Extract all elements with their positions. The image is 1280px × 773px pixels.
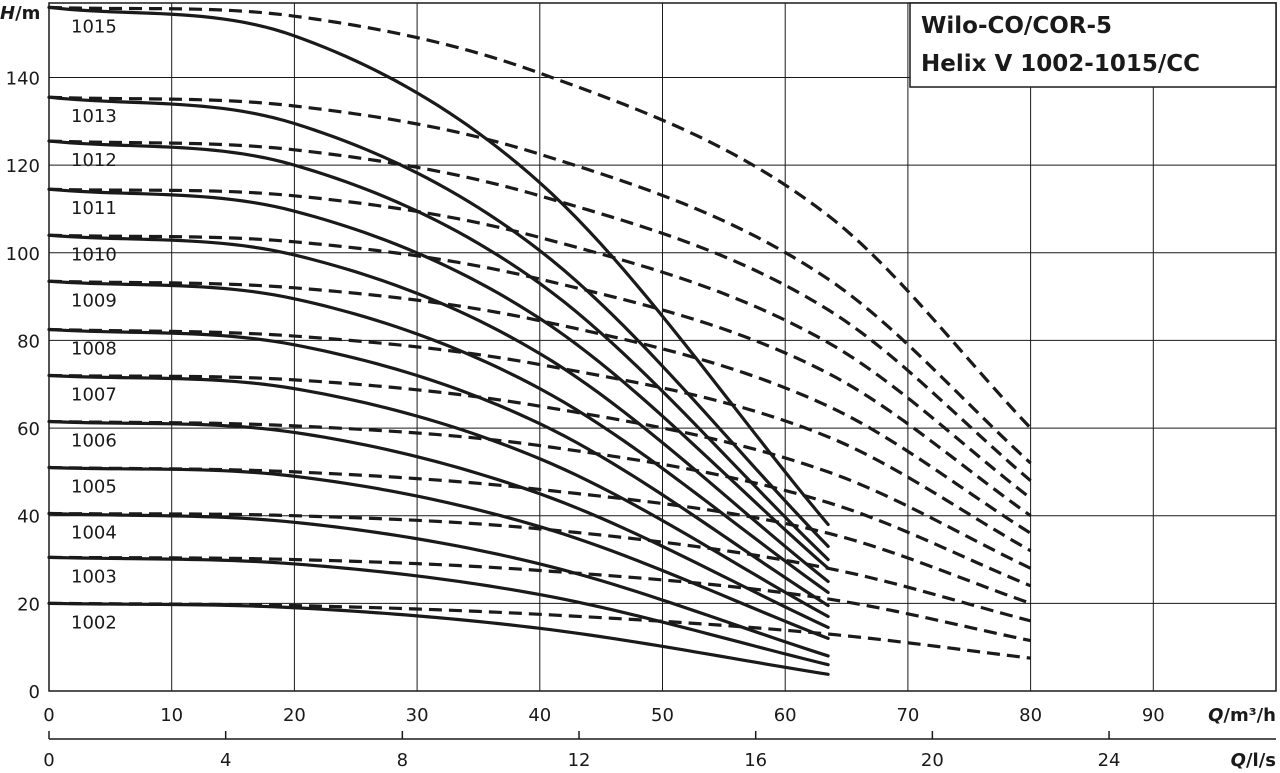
x-axis-title-var: Q — [1208, 705, 1223, 726]
y-tick-140: 140 — [6, 68, 40, 89]
title-box — [909, 2, 1277, 88]
curve-label-1007: 1007 — [71, 384, 117, 405]
x-tick-80: 80 — [1019, 705, 1042, 726]
curve-1004-solid — [47, 511, 830, 658]
x-tick-20: 20 — [283, 705, 306, 726]
curve-label-1015: 1015 — [71, 16, 117, 37]
x2-tick-4: 4 — [220, 750, 231, 771]
x2-tick-24: 24 — [1098, 750, 1121, 771]
x2-axis-title-var: Q — [1231, 750, 1246, 771]
y-tick-40: 40 — [17, 507, 40, 528]
x-tick-90: 90 — [1142, 705, 1165, 726]
x-tick-60: 60 — [774, 705, 797, 726]
curve-label-1006: 1006 — [71, 430, 117, 451]
x-axis-title: Q/m³/h — [1208, 705, 1276, 726]
secondary-x-axis-ticks — [48, 731, 1110, 739]
curve-1012-solid — [47, 139, 830, 562]
x-tick-40: 40 — [528, 705, 551, 726]
chart-title-line-2: Helix V 1002-1015/CC — [921, 51, 1200, 77]
y-axis-title: H/m — [0, 3, 40, 24]
y-tick-20: 20 — [17, 594, 40, 615]
curve-1015-dashed — [48, 5, 1032, 430]
curve-1010-solid — [47, 233, 830, 584]
curve-label-1005: 1005 — [71, 477, 117, 498]
curve-1002-solid — [47, 601, 830, 676]
curve-1013-dashed — [48, 95, 1032, 465]
curve-1003-solid — [47, 555, 830, 667]
curve-label-1003: 1003 — [71, 566, 117, 587]
x2-tick-16: 16 — [744, 750, 767, 771]
x-tick-labels: 0 10 20 30 40 50 60 70 80 90 — [43, 705, 1164, 726]
curve-label-1012: 1012 — [71, 150, 117, 171]
y-tick-labels: 0 20 40 60 80 100 120 140 — [6, 68, 40, 703]
curve-label-1010: 1010 — [71, 244, 117, 265]
x-tick-0: 0 — [43, 705, 54, 726]
curve-1006-solid — [47, 419, 830, 630]
curve-1011-solid — [47, 187, 830, 570]
curve-1008-dashed — [48, 327, 1032, 553]
x2-tick-8: 8 — [397, 750, 408, 771]
curve-1007-dashed — [48, 373, 1032, 570]
curve-label-1011: 1011 — [71, 198, 117, 219]
curve-1003-dashed — [48, 555, 1031, 643]
curve-label-1004: 1004 — [71, 523, 117, 544]
x2-axis-title-unit: /l/s — [1246, 750, 1276, 771]
y-tick-100: 100 — [6, 244, 40, 265]
curve-1005-solid — [47, 465, 830, 641]
curve-1007-solid — [47, 373, 830, 619]
curve-label-1013: 1013 — [71, 106, 117, 127]
curve-1004-dashed — [48, 511, 1032, 623]
curve-label-1008: 1008 — [71, 338, 117, 359]
y-tick-0: 0 — [29, 682, 40, 703]
x-axis-title-unit: /m³/h — [1223, 705, 1276, 726]
curve-1006-dashed — [48, 419, 1032, 588]
curve-1008-solid — [47, 327, 830, 608]
x2-axis-title: Q/l/s — [1231, 750, 1276, 771]
curve-1015-solid — [47, 5, 830, 527]
x-tick-30: 30 — [406, 705, 429, 726]
x-tick-10: 10 — [160, 705, 183, 726]
curve-1009-dashed — [48, 279, 1032, 535]
curve-labels: 1002 1003 1004 1005 1006 1007 1008 1009 1010 1011… — [71, 16, 117, 633]
curve-1009-solid — [47, 279, 830, 594]
curve-label-1009: 1009 — [71, 290, 117, 311]
y-tick-60: 60 — [17, 419, 40, 440]
curve-1013-solid — [47, 95, 830, 548]
curve-1011-dashed — [48, 187, 1032, 500]
plot-frame — [48, 2, 1277, 692]
y-tick-80: 80 — [17, 331, 40, 352]
curve-1012-dashed — [48, 139, 1032, 482]
grid-lines — [49, 3, 1276, 691]
x-tick-70: 70 — [896, 705, 919, 726]
curves — [47, 5, 1032, 676]
curve-1010-dashed — [48, 233, 1032, 518]
x2-tick-labels: 0 4 8 12 16 20 24 — [43, 750, 1120, 771]
x-tick-50: 50 — [651, 705, 674, 726]
x2-tick-0: 0 — [43, 750, 54, 771]
y-axis-title-unit: /m — [15, 3, 40, 24]
y-tick-120: 120 — [6, 156, 40, 177]
curve-label-1002: 1002 — [71, 612, 117, 633]
y-axis-title-var: H — [0, 3, 15, 24]
chart-title-line-1: Wilo-CO/COR-5 — [921, 13, 1112, 39]
x2-tick-12: 12 — [568, 750, 591, 771]
x2-tick-20: 20 — [921, 750, 944, 771]
